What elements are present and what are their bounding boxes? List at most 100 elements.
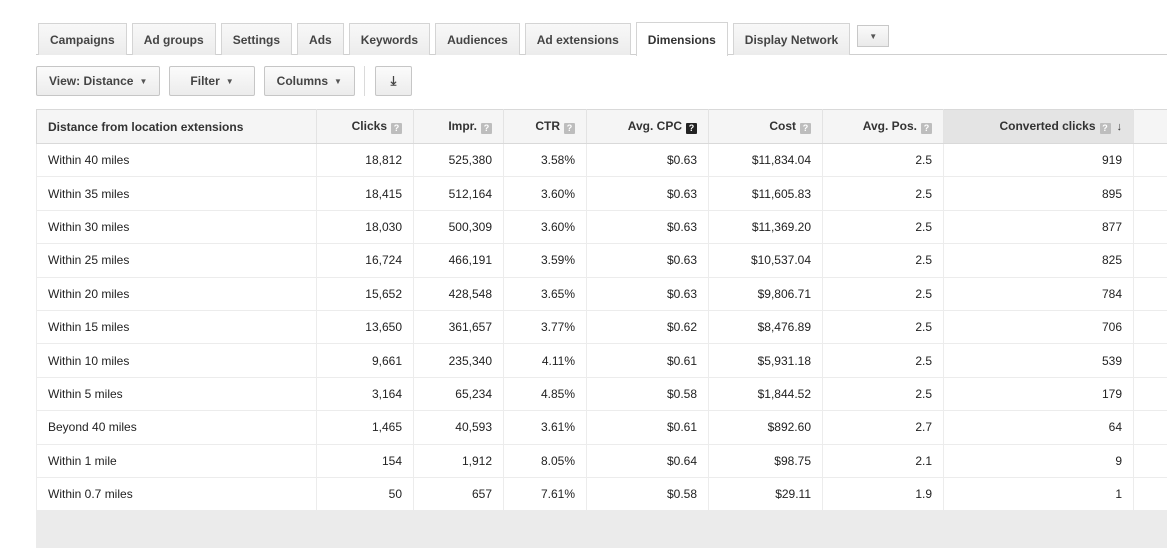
table-header-row: Distance from location extensions Clicks?… xyxy=(36,109,1167,144)
metric-cell: 13,650 xyxy=(316,310,414,345)
tab-audiences[interactable]: Audiences xyxy=(435,23,520,55)
row-spacer-cell xyxy=(1133,143,1167,178)
column-header-avg-cpc[interactable]: Avg. CPC? xyxy=(586,109,709,144)
tab-ads[interactable]: Ads xyxy=(297,23,344,55)
row-spacer-cell xyxy=(1133,210,1167,245)
dimensions-table: Distance from location extensions Clicks?… xyxy=(36,109,1167,512)
column-header-avg-pos[interactable]: Avg. Pos.? xyxy=(822,109,944,144)
tab-campaigns[interactable]: Campaigns xyxy=(38,23,127,55)
metric-cell: 2.5 xyxy=(822,210,944,245)
metric-cell: $5,931.18 xyxy=(708,343,823,378)
table-row: Within 30 miles 18,030 500,309 3.60% $0.63 $1… xyxy=(36,210,1167,245)
table-row: Beyond 40 miles 1,465 40,593 3.61% $0.61 $892… xyxy=(36,410,1167,445)
metric-cell: $11,369.20 xyxy=(708,210,823,245)
tab-display-network[interactable]: Display Network xyxy=(732,23,851,55)
metric-cell: 4.11% xyxy=(503,343,587,378)
metric-cell: 3.77% xyxy=(503,310,587,345)
metric-cell: $0.63 xyxy=(586,243,709,278)
metric-cell: $98.75 xyxy=(708,444,823,478)
metric-cell: 2.5 xyxy=(822,310,944,345)
filter-dropdown-button[interactable]: Filter ▼ xyxy=(169,66,255,96)
table-row: Within 25 miles 16,724 466,191 3.59% $0.63 $1… xyxy=(36,243,1167,278)
table-row: Within 40 miles 18,812 525,380 3.58% $0.63 $1… xyxy=(36,143,1167,178)
row-label-cell: Within 0.7 miles xyxy=(36,477,317,512)
metric-cell: 466,191 xyxy=(413,243,504,278)
metric-cell: 877 xyxy=(943,210,1134,245)
metric-cell: $29.11 xyxy=(708,477,823,512)
tab-settings[interactable]: Settings xyxy=(220,23,293,55)
row-spacer-cell xyxy=(1133,176,1167,211)
table-row: Within 20 miles 15,652 428,548 3.65% $0.63 $9… xyxy=(36,277,1167,311)
metric-cell: $892.60 xyxy=(708,410,823,445)
column-header-cost[interactable]: Cost? xyxy=(708,109,823,144)
metric-cell: 525,380 xyxy=(413,143,504,178)
table-footer xyxy=(36,510,1167,548)
metric-cell: $0.63 xyxy=(586,210,709,245)
row-label-cell: Within 40 miles xyxy=(36,143,317,178)
help-icon[interactable]: ? xyxy=(391,123,402,134)
help-icon[interactable]: ? xyxy=(1099,123,1111,134)
column-header-impr[interactable]: Impr.? xyxy=(413,109,504,144)
help-icon[interactable]: ? xyxy=(686,123,697,134)
metric-cell: 1 xyxy=(943,477,1134,512)
metric-cell: $0.63 xyxy=(586,143,709,178)
chevron-down-icon: ▼ xyxy=(869,31,878,41)
tab-keywords[interactable]: Keywords xyxy=(348,23,431,55)
metric-cell: 154 xyxy=(316,444,414,478)
metric-cell: $8,476.89 xyxy=(708,310,823,345)
metric-cell: 1,465 xyxy=(316,410,414,445)
metric-cell: 539 xyxy=(943,343,1134,378)
row-spacer-cell xyxy=(1133,377,1167,412)
row-label-cell: Beyond 40 miles xyxy=(36,410,317,445)
row-label-cell: Within 20 miles xyxy=(36,277,317,311)
table-row: Within 10 miles 9,661 235,340 4.11% $0.61 $5,… xyxy=(36,343,1167,378)
metric-cell: 18,030 xyxy=(316,210,414,245)
column-header-converted-clicks[interactable]: Converted clicks? ↓ xyxy=(943,109,1134,144)
metric-cell: 706 xyxy=(943,310,1134,345)
toolbar: View: Distance ▼ Filter ▼ Columns ▼ ⤓ xyxy=(36,66,421,96)
metric-cell: $0.58 xyxy=(586,377,709,412)
metric-cell: $0.63 xyxy=(586,176,709,211)
metric-cell: 361,657 xyxy=(413,310,504,345)
metric-cell: 2.5 xyxy=(822,277,944,311)
metric-cell: 2.5 xyxy=(822,243,944,278)
metric-cell: 9,661 xyxy=(316,343,414,378)
row-label-cell: Within 30 miles xyxy=(36,210,317,245)
metric-cell: 2.5 xyxy=(822,176,944,211)
metric-cell: $11,605.83 xyxy=(708,176,823,211)
row-label-cell: Within 15 miles xyxy=(36,310,317,345)
tab-ad-extensions[interactable]: Ad extensions xyxy=(524,23,631,55)
metric-cell: 500,309 xyxy=(413,210,504,245)
metric-cell: 50 xyxy=(316,477,414,512)
download-button[interactable]: ⤓ xyxy=(374,66,412,96)
metric-cell: $0.63 xyxy=(586,277,709,311)
column-header-ctr[interactable]: CTR? xyxy=(503,109,587,144)
metric-cell: 9 xyxy=(943,444,1134,478)
tab-dimensions[interactable]: Dimensions xyxy=(635,22,728,56)
tab-ad-groups[interactable]: Ad groups xyxy=(131,23,216,55)
metric-cell: 3.61% xyxy=(503,410,587,445)
table-row: Within 1 mile 154 1,912 8.05% $0.64 $98.75 2.1… xyxy=(36,444,1167,478)
columns-dropdown-button[interactable]: Columns ▼ xyxy=(263,66,355,96)
metric-cell: $0.58 xyxy=(586,477,709,512)
column-header-distance-from-location-extensions[interactable]: Distance from location extensions xyxy=(36,109,317,144)
column-header-label: Clicks xyxy=(351,119,387,133)
more-tabs-button[interactable]: ▼ xyxy=(857,25,890,47)
metric-cell: 919 xyxy=(943,143,1134,178)
metric-cell: 428,548 xyxy=(413,277,504,311)
metric-cell: 2.5 xyxy=(822,343,944,378)
help-icon[interactable]: ? xyxy=(921,123,932,134)
help-icon[interactable]: ? xyxy=(800,123,811,134)
metric-cell: $9,806.71 xyxy=(708,277,823,311)
metric-cell: 15,652 xyxy=(316,277,414,311)
metric-cell: 1.9 xyxy=(822,477,944,512)
metric-cell: $11,834.04 xyxy=(708,143,823,178)
row-spacer-cell xyxy=(1133,477,1167,512)
metric-cell: 3.65% xyxy=(503,277,587,311)
table-row: Within 0.7 miles 50 657 7.61% $0.58 $29.11 1.9… xyxy=(36,477,1167,512)
column-header-clicks[interactable]: Clicks? xyxy=(316,109,414,144)
metric-cell: 657 xyxy=(413,477,504,512)
view-dropdown-button[interactable]: View: Distance ▼ xyxy=(36,66,161,96)
help-icon[interactable]: ? xyxy=(564,123,575,134)
help-icon[interactable]: ? xyxy=(481,123,492,134)
